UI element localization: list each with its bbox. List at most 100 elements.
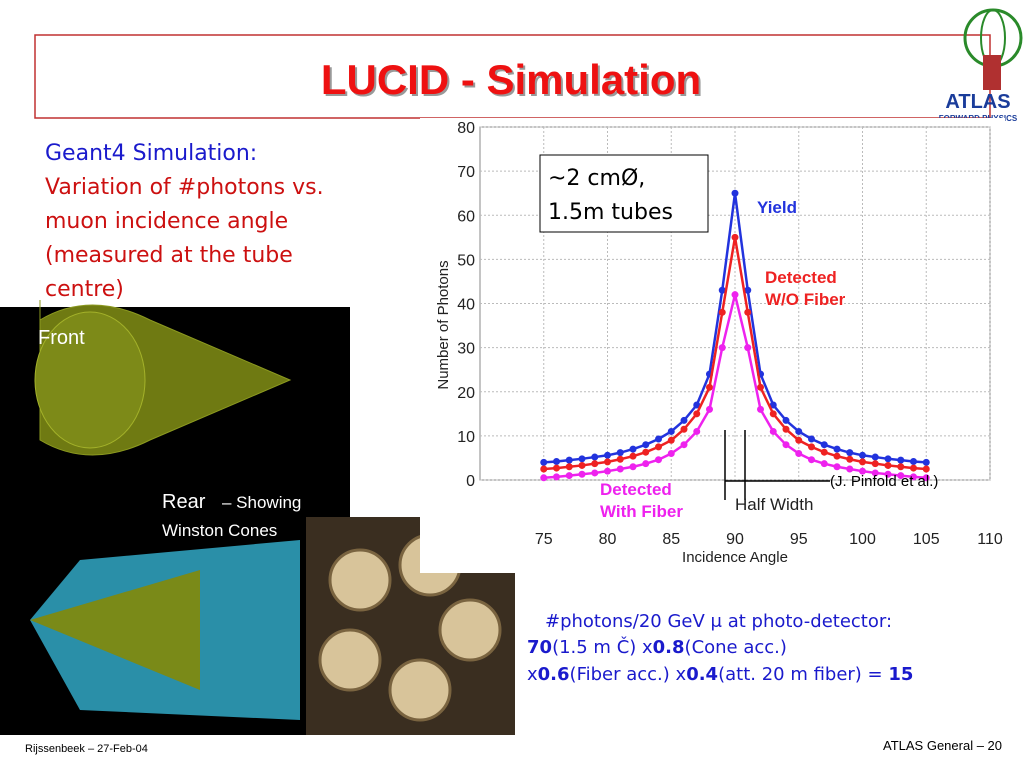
data-point (604, 451, 611, 459)
data-point (744, 308, 752, 316)
summary-run: 15 (888, 664, 913, 685)
data-point (769, 427, 777, 435)
rear-label: Rear (162, 491, 206, 513)
data-point (782, 425, 790, 433)
data-point (642, 441, 650, 449)
data-point (820, 460, 828, 468)
y-tick-label: 10 (457, 429, 475, 446)
cone-rear (30, 540, 300, 720)
data-point (922, 458, 930, 466)
data-point (693, 401, 701, 409)
data-point (846, 449, 854, 457)
data-point (795, 427, 803, 435)
data-point (718, 344, 726, 352)
y-tick-label: 80 (457, 120, 475, 137)
summary-run: (Cone acc.) (685, 637, 787, 658)
data-point (591, 453, 599, 461)
data-point (808, 456, 815, 464)
data-point (680, 416, 688, 424)
x-axis-label: Incidence Angle (682, 549, 788, 566)
annotation: (J. Pinfold et al.) (830, 473, 938, 490)
data-point (859, 451, 866, 459)
data-point (846, 455, 854, 463)
summary-run: 70 (527, 637, 552, 658)
data-point (591, 469, 599, 477)
data-point (731, 233, 739, 241)
data-point (731, 291, 739, 299)
data-point (655, 443, 662, 451)
data-point (642, 460, 650, 468)
data-point (616, 455, 624, 463)
data-point (871, 453, 879, 461)
data-point (871, 460, 879, 468)
x-tick-label: 85 (662, 531, 680, 548)
y-tick-label: 40 (457, 297, 475, 314)
tube (328, 548, 392, 612)
summary-run: (Fiber acc.) x (570, 664, 687, 685)
summary-run: (att. 20 m fiber) = (718, 664, 888, 685)
y-tick-label: 70 (457, 164, 475, 181)
rear-caption: Winston Cones (162, 521, 277, 540)
data-point (744, 344, 752, 352)
data-point (833, 463, 841, 471)
tube (318, 628, 382, 692)
data-point (757, 383, 764, 391)
data-point (693, 427, 701, 435)
data-point (769, 410, 777, 418)
legend-entry: Detected W/O Fiber (765, 268, 846, 309)
cone-front (34, 300, 292, 456)
data-point (718, 286, 726, 294)
data-point (578, 455, 586, 463)
data-point (910, 457, 917, 465)
data-point (540, 474, 548, 482)
data-point (922, 465, 930, 473)
data-point (910, 464, 917, 472)
x-tick-label: 90 (726, 531, 744, 548)
front-label: Front (38, 327, 85, 349)
data-point (565, 456, 573, 464)
data-point (667, 450, 675, 458)
data-point (693, 410, 701, 418)
data-point (680, 441, 688, 449)
data-point (833, 452, 841, 460)
data-point (897, 472, 905, 480)
y-tick-label: 30 (457, 341, 475, 358)
data-point (808, 435, 815, 443)
data-point (757, 405, 764, 413)
title-shadow: LUCID - Simulation (323, 58, 703, 105)
data-point (553, 464, 560, 472)
data-point (795, 436, 803, 444)
annotation: 1.5m tubes (548, 200, 673, 225)
data-point (820, 448, 828, 456)
data-point (604, 458, 611, 466)
tube (388, 658, 452, 722)
data-point (578, 470, 586, 478)
data-point (604, 467, 611, 475)
legend-entry: Detected With Fiber (600, 480, 683, 521)
data-point (871, 469, 879, 477)
data-point (782, 441, 790, 449)
data-point (578, 461, 586, 469)
data-point (833, 445, 841, 453)
data-point (629, 445, 637, 453)
data-point (553, 473, 560, 481)
x-tick-label: 110 (977, 531, 1003, 548)
data-point (897, 456, 905, 464)
x-tick-label: 95 (790, 531, 808, 548)
intro-lines: Variation of #photons vs. muon incidence … (45, 175, 324, 302)
y-tick-label: 0 (466, 473, 475, 490)
intro-line: (measured at the tube (45, 243, 293, 268)
footer-left: Rijssenbeek – 27-Feb-04 (25, 743, 148, 755)
summary-run: 0.4 (686, 664, 718, 685)
data-point (629, 452, 637, 460)
data-point (680, 425, 688, 433)
data-point (706, 383, 713, 391)
data-point (655, 456, 662, 464)
annotation-box (539, 154, 709, 233)
data-point (540, 458, 548, 466)
data-point (859, 467, 866, 475)
data-point (616, 449, 624, 457)
y-tick-label: 50 (457, 252, 475, 269)
data-point (540, 465, 548, 473)
summary-run: 0.6 (538, 664, 570, 685)
